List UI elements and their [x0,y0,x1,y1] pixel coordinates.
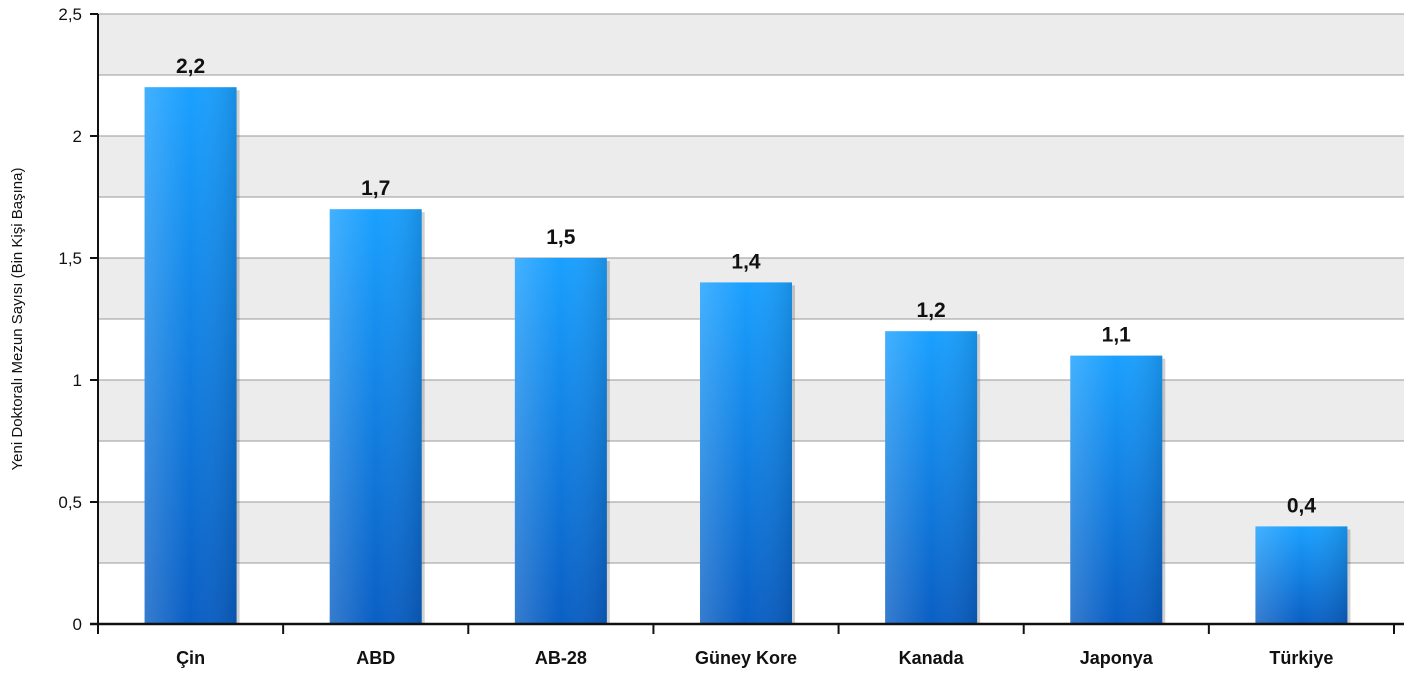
data-label: 1,2 [917,299,946,322]
y-tick-label: 0 [73,615,82,634]
data-labels: 2,2 1,7 1,5 1,4 1,2 1,1 0,4 [176,55,1316,517]
x-tick-label: Kanada [899,648,965,668]
data-label: 2,2 [176,55,205,78]
background-band [98,136,1404,197]
y-tick-label: 2,5 [58,5,82,24]
data-label: 1,1 [1102,324,1132,347]
data-label: 0,4 [1287,494,1317,517]
bar-highlight [1255,526,1348,624]
x-tick-label: ABD [356,648,395,668]
bar-highlight [144,87,237,624]
x-tick-label: AB-28 [535,648,587,668]
bar-highlight [700,282,792,624]
y-tick-labels: 0 0,5 1 1,5 2 2,5 [58,5,82,634]
x-tick-label: Japonya [1080,648,1154,668]
y-axis-title: Yeni Doktoralı Mezun Sayısı (Bin Kişi Ba… [9,168,26,471]
x-tick-label: Türkiye [1269,648,1333,668]
y-tick-label: 2 [73,127,82,146]
y-tick-label: 1,5 [58,249,82,268]
axes [90,13,1404,634]
data-label: 1,4 [731,250,761,273]
bar-highlight [514,258,607,624]
x-tick-labels: Çin ABD AB-28 Güney Kore Kanada Japonya Türkiy… [176,648,1333,668]
y-tick-label: 0,5 [58,493,82,512]
bars [144,87,1351,624]
background-band [98,14,1404,75]
bar-highlight [329,209,422,624]
x-tick-label: Güney Kore [695,648,797,668]
data-label: 1,7 [361,177,390,200]
bar-highlight [1070,355,1163,624]
bar-highlight [885,331,978,624]
y-tick-label: 1 [73,371,82,390]
data-label: 1,5 [546,226,576,249]
x-tick-label: Çin [176,648,205,668]
